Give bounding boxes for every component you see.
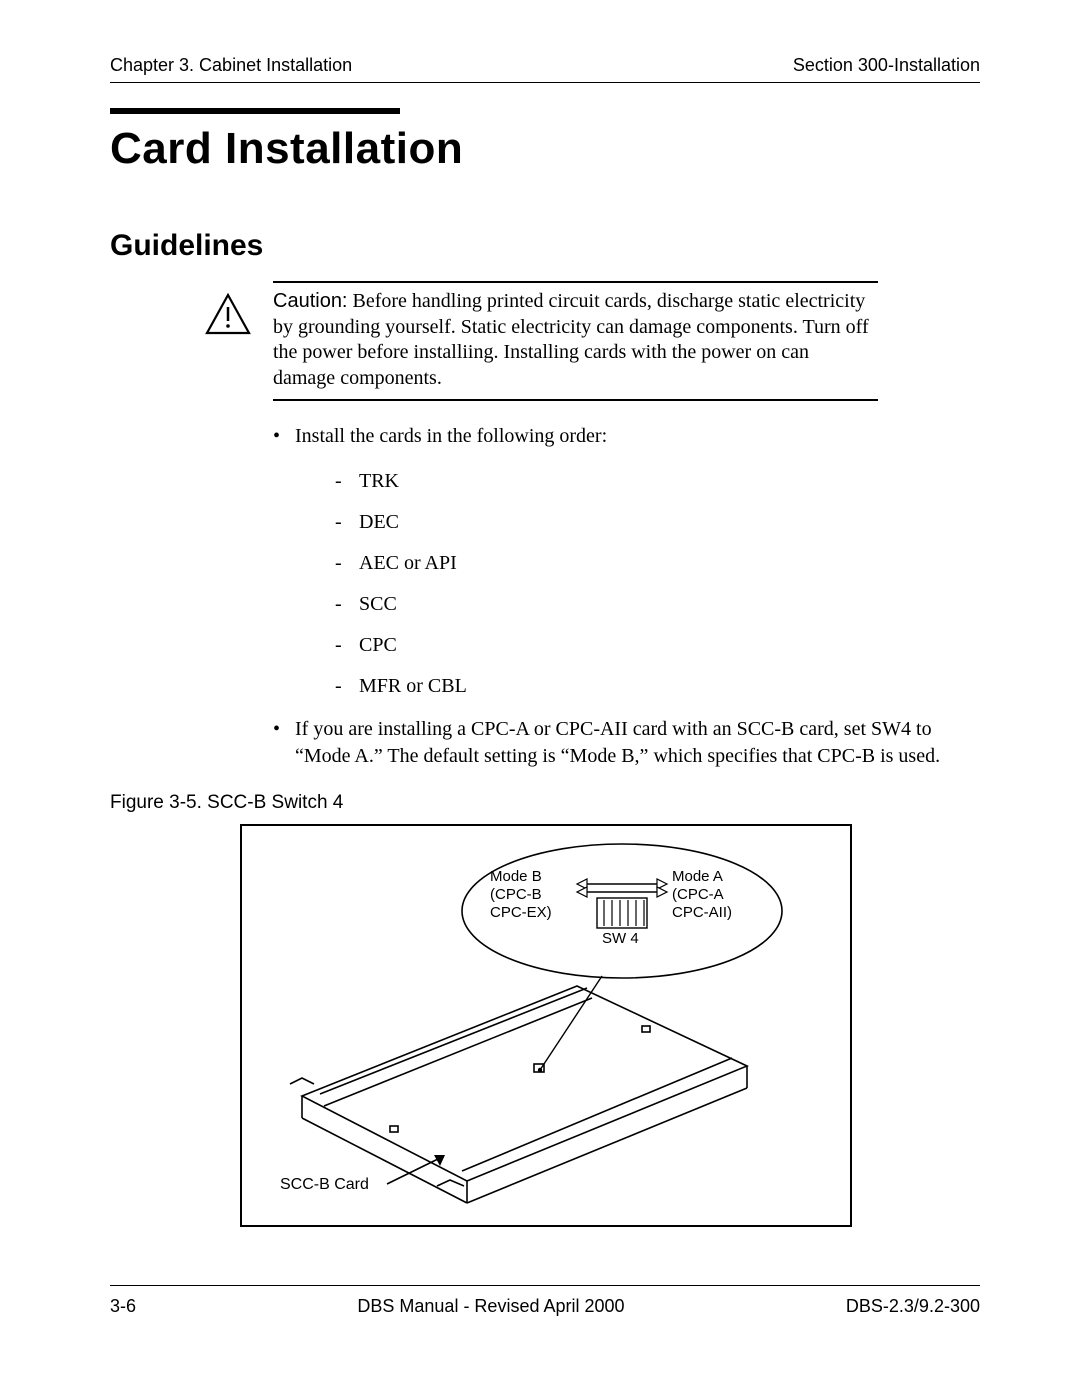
caution-block: Caution: Before handling printed circuit… <box>205 281 975 401</box>
bullet-item: • If you are installing a CPC-A or CPC-A… <box>273 716 973 770</box>
header-left: Chapter 3. Cabinet Installation <box>110 55 352 76</box>
switch-label: SW 4 <box>602 930 639 947</box>
body-text: • Install the cards in the following ord… <box>273 423 973 770</box>
bullet-text: If you are installing a CPC-A or CPC-AII… <box>295 716 973 770</box>
card-label: SCC-B Card <box>280 1176 369 1194</box>
running-header: Chapter 3. Cabinet Installation Section … <box>110 55 980 83</box>
bullet-marker: • <box>273 423 295 450</box>
footer-center: DBS Manual - Revised April 2000 <box>357 1296 624 1317</box>
sublist-text: TRK <box>359 470 399 493</box>
page-title: Card Installation <box>110 124 980 174</box>
mode-b-label: Mode B <box>490 868 542 885</box>
mode-b-sub2: CPC-EX) <box>490 904 552 921</box>
header-right: Section 300-Installation <box>793 55 980 76</box>
bullet-item: • Install the cards in the following ord… <box>273 423 973 450</box>
caution-body: Before handling printed circuit cards, d… <box>273 290 869 389</box>
mode-a-label: Mode A <box>672 868 723 885</box>
sublist-item: -DEC <box>335 511 973 534</box>
caution-rule-bottom <box>273 399 878 401</box>
sublist-dash: - <box>335 675 359 698</box>
footer-rule <box>110 1285 980 1286</box>
page-body: Chapter 3. Cabinet Installation Section … <box>110 55 980 1227</box>
figure-caption: Figure 3-5. SCC-B Switch 4 <box>110 792 980 814</box>
mode-b-sub1: (CPC-B <box>490 886 542 903</box>
sublist-text: DEC <box>359 511 399 534</box>
sublist-text: MFR or CBL <box>359 675 467 698</box>
sublist-item: -TRK <box>335 470 973 493</box>
caution-text: Caution: Before handling printed circuit… <box>253 289 873 391</box>
sublist-dash: - <box>335 593 359 616</box>
figure-diagram: Mode B (CPC-B CPC-EX) Mode A (CPC-A CPC-… <box>240 824 852 1227</box>
sublist-text: AEC or API <box>359 552 457 575</box>
sublist-text: CPC <box>359 634 397 657</box>
sublist-dash: - <box>335 511 359 534</box>
sublist-dash: - <box>335 552 359 575</box>
mode-a-sub2: CPC-AII) <box>672 904 732 921</box>
sublist-item: -SCC <box>335 593 973 616</box>
mode-a-sub1: (CPC-A <box>672 886 724 903</box>
sublist-dash: - <box>335 470 359 493</box>
caution-rule-top <box>273 281 878 283</box>
sublist-dash: - <box>335 634 359 657</box>
title-rule <box>110 108 400 114</box>
section-subtitle: Guidelines <box>110 229 980 263</box>
sublist-item: -CPC <box>335 634 973 657</box>
sublist-text: SCC <box>359 593 397 616</box>
sublist-item: -MFR or CBL <box>335 675 973 698</box>
warning-icon <box>205 289 253 340</box>
running-footer: 3-6 DBS Manual - Revised April 2000 DBS-… <box>110 1285 980 1317</box>
sublist-item: -AEC or API <box>335 552 973 575</box>
bullet-marker: • <box>273 716 295 770</box>
caution-label: Caution: <box>273 290 348 312</box>
footer-left: 3-6 <box>110 1296 136 1317</box>
bullet-text: Install the cards in the following order… <box>295 423 973 450</box>
ordered-sublist: -TRK-DEC-AEC or API-SCC-CPC-MFR or CBL <box>335 470 973 698</box>
footer-right: DBS-2.3/9.2-300 <box>846 1296 980 1317</box>
